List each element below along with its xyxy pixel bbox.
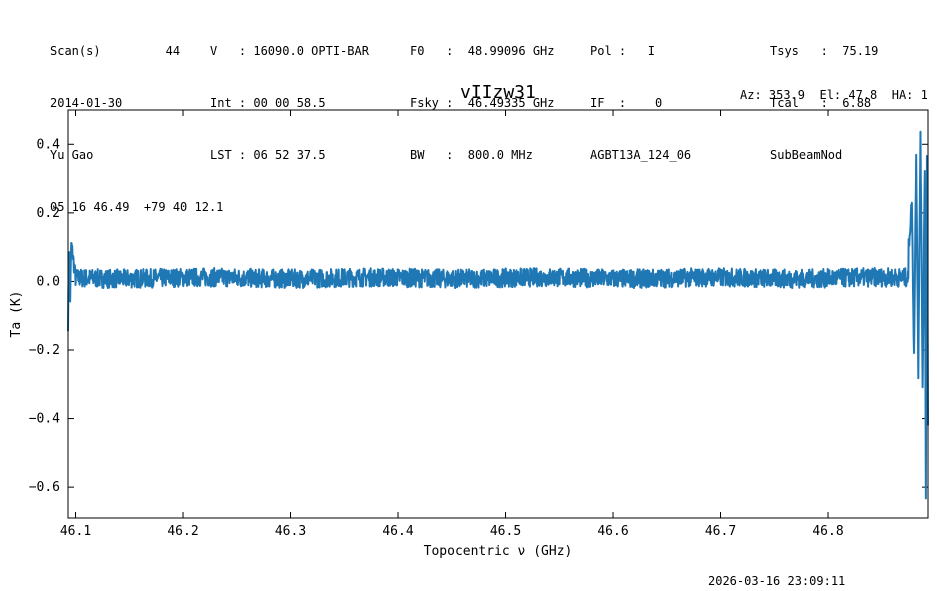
header-if: IF : 0 <box>590 96 663 110</box>
footer-timestamp: 2026-03-16 23:09:11 <box>708 574 846 588</box>
y-tick-label: −0.4 <box>29 412 60 427</box>
y-tick-label: 0.2 <box>37 206 60 221</box>
x-tick-label: 46.7 <box>705 524 736 539</box>
y-tick-label: −0.2 <box>29 343 60 358</box>
header-azel: Az: 353.9 El: 47.8 HA: 1 <box>740 88 928 102</box>
header-scan: Scan(s) 44 <box>50 44 181 58</box>
header-observer: Yu Gao <box>50 148 94 162</box>
header-tsys: Tsys : 75.19 <box>770 44 879 58</box>
y-axis-label: Ta (K) <box>9 291 24 338</box>
header-f0: F0 : 48.99096 GHz <box>410 44 555 58</box>
x-tick-label: 46.4 <box>382 524 413 539</box>
header-col2: V : 16090.0 OPTI-BAR Int : 00 00 58.5 LS… <box>210 16 369 186</box>
x-tick-label: 46.5 <box>490 524 521 539</box>
header-int: Int : 00 00 58.5 <box>210 96 326 110</box>
spectrum-series-line <box>67 130 929 500</box>
x-ticks: 46.1 46.2 46.3 46.4 46.5 46.6 46.7 46.8 <box>60 110 844 539</box>
x-tick-label: 46.2 <box>167 524 198 539</box>
x-tick-label: 46.1 <box>60 524 91 539</box>
header-fsky: Fsky : 46.49335 GHz <box>410 96 555 110</box>
header-velocity: V : 16090.0 OPTI-BAR <box>210 44 369 58</box>
series-group <box>67 130 929 500</box>
header-col1: Scan(s) 44 2014-01-30 Yu Gao 05 16 46.49… <box>50 16 223 238</box>
header-coords: 05 16 46.49 +79 40 12.1 <box>50 200 224 214</box>
header-lst: LST : 06 52 37.5 <box>210 148 326 162</box>
x-axis-label: Topocentric ν (GHz) <box>424 544 573 559</box>
chart-title: vIIzw31 <box>460 82 536 103</box>
header-bw: BW : 800.0 MHz <box>410 148 533 162</box>
x-tick-label: 46.3 <box>275 524 306 539</box>
header-col3: F0 : 48.99096 GHz Fsky : 46.49335 GHz BW… <box>410 16 555 186</box>
header-date: 2014-01-30 <box>50 96 123 110</box>
header-col5: Tsys : 75.19 Tcal : 6.88 SubBeamNod <box>770 16 878 186</box>
header-tcal: Tcal : 6.88 <box>770 96 872 110</box>
header-col4: Pol : I IF : 0 AGBT13A_124_06 <box>590 16 691 186</box>
header-pol: Pol : I <box>590 44 656 58</box>
y-tick-label: −0.6 <box>29 480 60 495</box>
plot-frame <box>67 109 929 519</box>
y-tick-label: 0.4 <box>37 137 61 152</box>
header-procedure: SubBeamNod <box>770 148 843 162</box>
x-tick-label: 46.8 <box>812 524 843 539</box>
header-project: AGBT13A_124_06 <box>590 148 692 162</box>
y-tick-label: 0.0 <box>37 274 60 289</box>
x-tick-label: 46.6 <box>597 524 628 539</box>
y-ticks: 0.4 0.2 0.0 −0.2 −0.4 −0.6 <box>29 137 928 495</box>
